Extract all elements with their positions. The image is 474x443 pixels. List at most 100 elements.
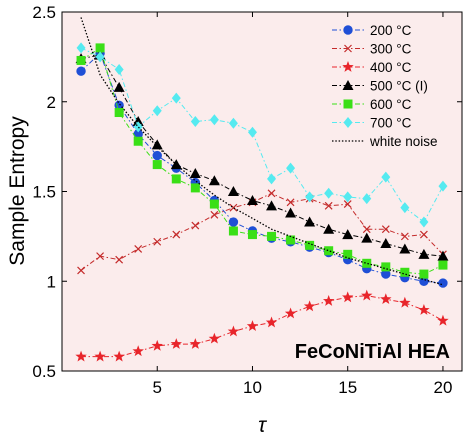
legend-label: 200 °C (370, 23, 412, 38)
legend-label: 300 °C (370, 42, 412, 57)
data-point (419, 269, 429, 279)
data-point (285, 207, 297, 218)
y-axis-title: Sample Entropy (6, 116, 29, 266)
data-point (170, 338, 182, 349)
data-point (322, 295, 335, 306)
legend-label: 600 °C (370, 97, 412, 112)
x-tick-label: 5 (153, 378, 162, 397)
data-point (343, 249, 353, 259)
data-point (361, 289, 373, 301)
data-point (400, 267, 410, 277)
data-point (361, 232, 373, 243)
data-point (94, 350, 106, 362)
legend-item: 700 °C (332, 116, 412, 131)
data-point (437, 314, 449, 326)
legend-item: white noise (332, 134, 438, 149)
x-tick-label: 15 (338, 378, 357, 397)
data-point (381, 262, 391, 272)
data-point (228, 217, 239, 227)
data-point (152, 150, 162, 161)
data-point (305, 240, 315, 250)
data-point (152, 105, 162, 117)
data-point (305, 191, 315, 203)
data-point (381, 225, 390, 234)
data-point (400, 232, 409, 241)
data-point (77, 266, 85, 275)
legend-label: 700 °C (370, 116, 412, 131)
data-point (95, 43, 105, 53)
data-point (151, 139, 163, 150)
data-point (246, 194, 258, 205)
data-point (190, 183, 200, 193)
data-point (267, 189, 276, 198)
data-point (399, 296, 411, 308)
data-point (437, 250, 449, 261)
data-point (438, 278, 448, 288)
data-point (96, 252, 105, 261)
data-point (362, 193, 372, 205)
data-point (133, 121, 143, 133)
legend-marker (343, 99, 353, 109)
data-point (324, 201, 333, 210)
data-point (189, 168, 201, 179)
legend-marker (343, 117, 353, 128)
data-point (343, 200, 352, 208)
annotation: FeCoNiTiAl HEA (295, 341, 450, 363)
series-4 (76, 43, 448, 279)
data-point (418, 303, 430, 315)
data-point (113, 350, 125, 362)
data-point (324, 246, 334, 256)
data-point (113, 81, 125, 92)
data-point (362, 258, 372, 268)
data-point (228, 117, 238, 129)
data-point (381, 171, 391, 183)
legend: 200 °C 300 °C 400 °C 500 °C (I) 600 °C 700 °C… (332, 23, 438, 149)
series-line (80, 192, 444, 271)
y-tick-label: 2 (47, 93, 56, 112)
legend-marker (342, 80, 354, 90)
data-point (343, 191, 353, 203)
data-point (247, 126, 257, 138)
data-point (133, 136, 143, 146)
legend-label: 500 °C (I) (370, 79, 428, 94)
y-tick-label: 2.5 (32, 3, 56, 22)
data-point (399, 243, 411, 254)
data-point (171, 174, 181, 184)
data-point (419, 216, 429, 228)
series-3 (75, 49, 449, 261)
data-point (172, 230, 181, 239)
x-tick-label: 10 (243, 378, 262, 397)
data-point (342, 291, 354, 303)
y-tick-label: 1 (47, 272, 56, 291)
data-point (209, 114, 219, 126)
legend-item: 200 °C (332, 23, 412, 38)
data-point (342, 229, 354, 240)
data-point (419, 230, 428, 239)
data-point (380, 238, 392, 249)
data-point (304, 216, 316, 227)
data-point (266, 200, 278, 211)
data-point (209, 199, 219, 209)
data-point (247, 230, 257, 240)
data-point (324, 187, 334, 199)
data-point (229, 203, 238, 212)
series-layer (75, 17, 449, 362)
axes-layer: 5 10 15 20 0.5 1 1.5 2 2.5 (32, 3, 463, 397)
data-point (151, 339, 163, 351)
data-point (286, 162, 296, 174)
data-point (191, 221, 200, 230)
data-point (152, 160, 162, 170)
data-point (134, 245, 143, 253)
legend-label: white noise (369, 134, 438, 149)
data-point (190, 115, 200, 127)
legend-label: 400 °C (370, 60, 412, 75)
data-point (208, 332, 221, 344)
data-point (228, 226, 238, 236)
data-point (323, 223, 335, 234)
data-point (208, 175, 220, 186)
data-point (76, 55, 86, 65)
data-point (438, 180, 448, 192)
legend-item: 600 °C (332, 97, 412, 112)
data-point (76, 42, 86, 54)
